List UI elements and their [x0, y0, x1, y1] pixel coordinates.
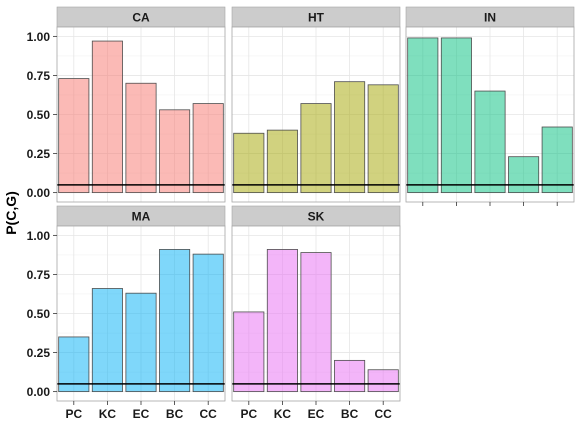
bar-in-bc: [508, 156, 540, 194]
bar-ma-ec: [125, 292, 157, 393]
x-tick-label: EC: [133, 407, 150, 421]
strip-label: CA: [132, 11, 150, 25]
bar-ca-ec: [125, 82, 157, 194]
x-tick-label: EC: [308, 407, 325, 421]
y-tick-label: 0.00: [27, 186, 51, 200]
bar-ht-ec: [300, 103, 332, 194]
facet-panel-sk: SK PC KC EC BC CC: [231, 205, 401, 421]
bar-ca-kc: [91, 40, 123, 194]
bar-in-cc: [541, 126, 573, 194]
bar-ca-bc: [159, 109, 191, 194]
y-axis-title: P(C,G): [3, 191, 19, 235]
y-tick-label: 0.25: [27, 346, 51, 360]
x-tick-label: BC: [166, 407, 184, 421]
y-tick-label: 0.50: [27, 307, 51, 321]
strip-label: HT: [308, 11, 325, 25]
y-tick-label: 1.00: [27, 30, 51, 44]
bar-ma-kc: [91, 288, 123, 393]
y-tick-label: 0.25: [27, 147, 51, 161]
x-tick-label: BC: [341, 407, 359, 421]
facet-panel-ht: HT: [231, 6, 401, 203]
y-tick-label: 1.00: [27, 229, 51, 243]
bar-sk-cc: [367, 369, 399, 393]
bar-sk-bc: [334, 359, 366, 393]
x-tick-label: PC: [65, 407, 82, 421]
facet-panel-ca: CA 0.00 0.25 0.50 0.75 1.00: [27, 6, 226, 203]
bar-ca-cc: [192, 103, 224, 194]
bar-sk-ec: [300, 252, 332, 393]
y-tick-label: 0.00: [27, 385, 51, 399]
facet-panel-ma: MA 0.00 0.25 0.50 0.75 1.00 PC KC EC BC CC: [27, 205, 226, 421]
x-tick-label: KC: [274, 407, 292, 421]
bar-in-kc: [440, 37, 472, 194]
x-tick-label: PC: [240, 407, 257, 421]
y-tick-label: 0.75: [27, 69, 51, 83]
bar-ht-pc: [233, 132, 265, 194]
bar-ht-bc: [334, 81, 366, 194]
strip-label: MA: [132, 210, 151, 224]
x-tick-label: KC: [99, 407, 117, 421]
bar-ma-cc: [192, 253, 224, 393]
bar-in-pc: [407, 37, 439, 194]
bar-ma-pc: [58, 336, 90, 393]
facet-panel-in: IN: [405, 6, 575, 206]
strip-label: SK: [308, 210, 325, 224]
bar-ca-pc: [58, 78, 90, 194]
bar-ma-bc: [159, 249, 191, 393]
bar-sk-kc: [266, 249, 298, 393]
bar-ht-kc: [266, 129, 298, 194]
x-tick-label: CC: [200, 407, 218, 421]
bar-sk-pc: [233, 311, 265, 393]
bar-in-ec: [474, 90, 506, 194]
panel-border: [231, 26, 401, 203]
strip-label: IN: [484, 11, 496, 25]
y-tick-label: 0.75: [27, 268, 51, 282]
y-tick-label: 0.50: [27, 108, 51, 122]
bar-ht-cc: [367, 84, 399, 194]
x-tick-label: CC: [375, 407, 393, 421]
